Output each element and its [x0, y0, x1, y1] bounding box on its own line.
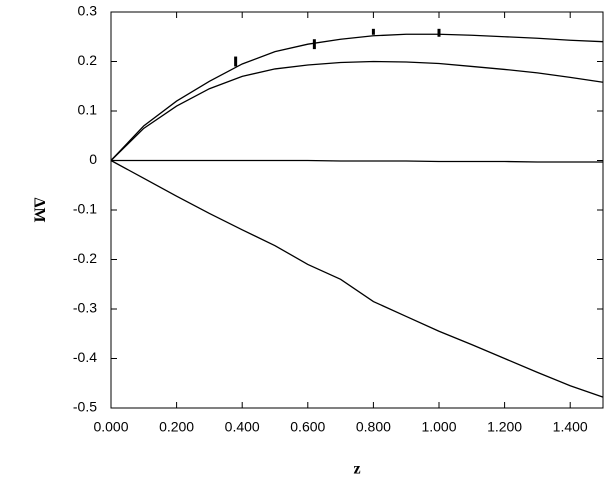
y-tick-label: 0.1 — [78, 102, 98, 118]
line-series — [110, 33, 604, 161]
x-tick-label: 0.600 — [290, 419, 325, 435]
x-tick-label: 0.000 — [93, 419, 128, 435]
y-tick-label: -0.5 — [73, 399, 97, 415]
y-tick-label: 0.2 — [78, 52, 98, 68]
x-tick-label: 0.400 — [225, 419, 260, 435]
x-tick-label: 0.200 — [159, 419, 194, 435]
x-tick-label: 0.800 — [356, 419, 391, 435]
x-tick-label: 1.400 — [553, 419, 588, 435]
line-series — [110, 60, 604, 161]
y-tick-label: -0.2 — [73, 250, 97, 266]
y-tick-label: -0.4 — [73, 349, 97, 365]
line-series — [111, 159, 603, 163]
y-tick-label: -0.1 — [73, 201, 97, 217]
y-tick-label: 0 — [89, 151, 97, 167]
y-tick-label: 0.3 — [78, 3, 98, 19]
x-axis-label: z — [353, 461, 360, 478]
x-tick-label: 1.200 — [487, 419, 522, 435]
y-tick-label: -0.3 — [73, 300, 97, 316]
y-axis-label: ΔM — [30, 197, 47, 222]
line-series — [110, 159, 604, 398]
x-tick-label: 1.000 — [421, 419, 456, 435]
